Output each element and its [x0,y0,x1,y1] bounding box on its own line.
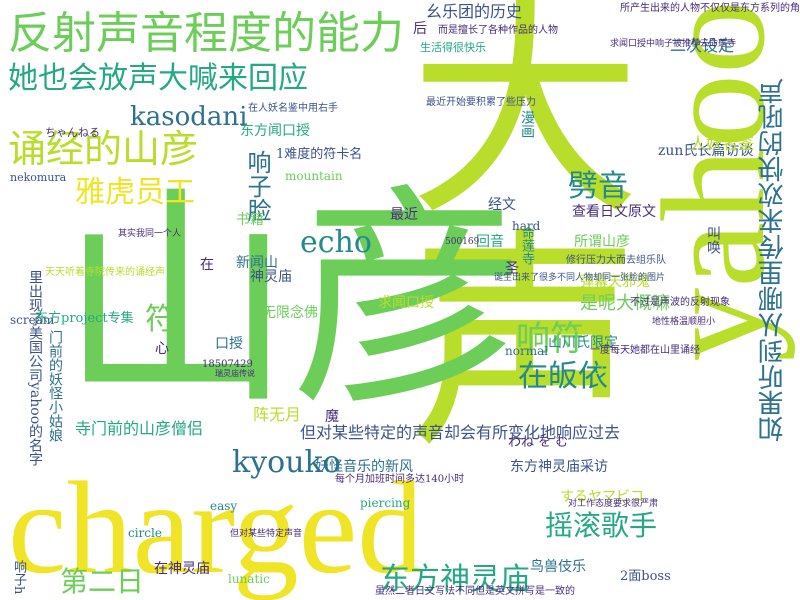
word-manga: 漫画 [519,110,535,138]
phrase-pressure: 最近开始要积累了些压力 [426,97,536,108]
word-xin: 心 [155,341,169,357]
word-piercing: piercing [360,496,411,510]
word-wenwen-kouju: 东方闻口授 [240,123,310,139]
word-shanyan: 山彦 [60,175,525,432]
word-difficulty-spellcard: 1难度的符卡名 [276,147,363,162]
word-zhen-wuyue: 阵无月 [253,405,302,424]
word-zun-interview: zun氏长篇访谈 [658,143,754,159]
word-yamakawa-limited: 山川氏限定 [548,335,618,351]
phrase-same-person: 其实我同一个人 [118,229,182,239]
word-mountain: mountain [285,169,343,183]
word-zai: 在 [200,257,214,273]
word-jiaohuan: 叫唤 [705,226,721,254]
word-kouju: 口授 [215,336,243,352]
phrase-timid: 地性格温顺胆小 [652,317,716,327]
word-view-japanese: 查看日文原文 [572,204,656,220]
word-fu: 符 [145,302,175,337]
phrase-same-spelling: 虽然二者日文写法不同但是英文拼写是一致的 [375,586,575,597]
word-zaiguiyi: 在皈依 [518,359,608,394]
phrase-same-face: 诞生出来了很多不同人物却同一张脸的图片 [494,273,666,283]
word-myorenji: 命莲寺 [519,226,534,265]
word-temple-gate-monk: 寺门前的山彦僧侣 [75,419,204,438]
word-tlotd-interview: 东方神灵庙采访 [510,459,608,475]
word-qiuwen-kouju: 求闻口授 [378,295,434,311]
word-shenlingmiao: 神灵庙 [250,269,292,285]
phrase-sound-reflection: 不过是声波的反射现象 [630,297,730,308]
word-so-called-yamabiko: 所谓山彦 [574,234,630,250]
word-sheng: 圣 [505,261,519,277]
word-echo: echo [300,225,372,260]
word-second-creation: 二次设定 [670,36,735,55]
word-wane-wo-mu: わね を む [508,435,569,450]
word-mo: 魔 [325,409,339,425]
word-she-shouts-back: 她也会放声大喊来回应 [8,61,308,96]
word-nekomura: nekomura [10,171,67,184]
word-news-mountain: 新闻山 [236,255,278,271]
word-bird-beast-music: 鸟兽伎乐 [530,559,586,575]
word-hou: 后 [413,21,427,37]
word-yahoo-name: 里出现了美国公司yahoo的名字 [27,270,43,467]
word-specific-sound: 但对某些特定的声音却会有所变化地响应过去 [300,423,621,442]
phrase-various-characters: 而是擅长了各种作品的人物 [438,25,558,36]
word-suru-yamabiko: するヤマビコ [560,489,644,505]
word-touhou-project-special: 东方project专集 [35,311,134,326]
word-kasodani: kasodani [130,102,248,132]
word-charged: charged [8,454,424,600]
word-dasheng: 大声 [373,0,630,452]
word-recent: 最近 [390,207,418,223]
word-infinite-nembutsu: 无限念佛 [262,305,318,321]
word-kyouko: kyouko [232,445,341,480]
word-channel: ちゃんねる [45,126,100,139]
word-sutra: 经文 [488,197,516,213]
word-gate-youkai-girl: 门前的妖怪小姑娘 [47,330,63,442]
word-cheerful-roar: 如果听到从哪里传来欢快的吼声 [758,78,788,442]
phrase-chanting-everyday: 天天听着寺院传来的诵经声 [45,267,165,278]
number-18507429: 18507429 [202,359,253,370]
word-reflect-ability: 反射声音程度的能力 [8,8,404,59]
word-perfect-memento: 人妖名鉴 [690,134,755,153]
phrase-recommended: 求闻口授中响子被推荐去命莲寺 [610,39,737,49]
word-tlotd: 东方神灵庙 [380,562,530,597]
word-easy: easy [210,499,238,513]
word-second-day: 第二日 [60,565,145,598]
phrase-specific-sound-short: 但对某些特定声音 [230,529,303,539]
word-danmaku-amanojaku: 弹幕天邪鬼 [580,274,650,290]
word-huiyin: 回音 [476,234,504,250]
word-yahoo-employee: 雅虎员工 [75,175,195,210]
word-shi-ne-dagai: 是呢大概嘛 [580,293,670,314]
phrase-mountain-chant: 一度每天她都在山里诵经 [590,345,700,356]
word-kyofu: 响符 [516,319,584,359]
word-zunband-history: 幺乐团的历史 [426,2,523,21]
word-scream: scream [10,313,55,327]
phrase-happy-life: 生活得很快乐 [420,41,486,54]
phrase-right-hand: 在人妖名鉴中用右手 [248,103,338,114]
word-piyin: 劈音 [568,169,628,204]
word-in-shenlingmiao: 在神灵庙 [154,561,210,577]
phrase-serious-work: 对工作态度要求很严肃 [568,499,659,509]
phrase-not-only-touhou: 所产生出来的人物不仅仅是东方系列的角色 [620,3,800,14]
word-books: 书籍 [236,212,264,228]
phrase-legend: 瑞灵庙传说 [215,369,255,378]
word-hard: hard [512,219,541,233]
number-500169: 500169 [445,237,480,247]
word-kyoko-face: 响子脸 [243,150,271,222]
word-lunatic: lunatic [228,572,270,586]
word-ling: 灵 [595,361,609,377]
word-chanting-yamabiko: 诵经的山彦 [8,127,199,171]
word-normal: normal [505,344,549,358]
word-2boss: 2面boss [620,569,671,584]
phrase-band: 修行压力大而去组乐队 [566,255,666,266]
phrase-overtime: 每个月加班时间多达140小时 [335,474,465,485]
word-circle: circle [128,526,162,540]
word-youkai-music: 妖怪音乐的新风 [315,459,413,475]
word-kyoko-h: 响子h [11,560,26,595]
word-rock-singer: 摇滚歌手 [545,509,658,542]
